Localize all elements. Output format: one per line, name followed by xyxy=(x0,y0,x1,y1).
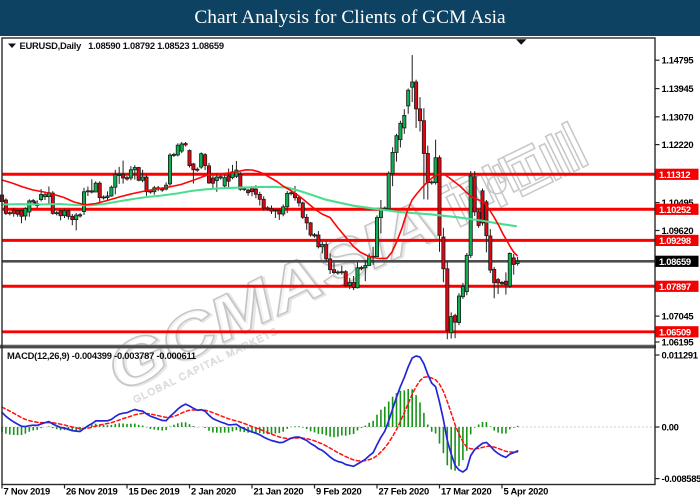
svg-text:0.00: 0.00 xyxy=(662,422,679,433)
svg-text:-0.008585: -0.008585 xyxy=(662,473,700,484)
svg-text:21 Jan 2020: 21 Jan 2020 xyxy=(254,486,304,497)
svg-text:1.12220: 1.12220 xyxy=(662,139,694,150)
svg-text:1.13945: 1.13945 xyxy=(662,83,694,94)
svg-text:1.06509: 1.06509 xyxy=(659,326,691,337)
svg-text:1.08659: 1.08659 xyxy=(659,256,691,267)
svg-text:Chart Analysis for Clients of: Chart Analysis for Clients of GCM Asia xyxy=(194,7,506,28)
svg-text:1.10252: 1.10252 xyxy=(659,204,691,215)
svg-text:1.11312: 1.11312 xyxy=(659,169,690,180)
svg-text:MACD(12,26,9) -0.004399 -0.003: MACD(12,26,9) -0.004399 -0.003787 -0.000… xyxy=(7,350,196,361)
svg-text:1.14795: 1.14795 xyxy=(662,55,694,66)
svg-text:5 Apr 2020: 5 Apr 2020 xyxy=(504,486,549,497)
svg-text:15 Dec 2019: 15 Dec 2019 xyxy=(129,486,180,497)
svg-text:26 Nov 2019: 26 Nov 2019 xyxy=(66,486,117,497)
svg-text:17 Mar 2020: 17 Mar 2020 xyxy=(441,486,491,497)
svg-text:1.10495: 1.10495 xyxy=(662,197,694,208)
svg-text:27 Feb 2020: 27 Feb 2020 xyxy=(379,486,429,497)
svg-text:1.13070: 1.13070 xyxy=(662,111,694,122)
svg-text:1.06195: 1.06195 xyxy=(662,337,694,348)
svg-text:7 Nov 2019: 7 Nov 2019 xyxy=(4,486,51,497)
svg-text:1.07897: 1.07897 xyxy=(659,281,691,292)
svg-text:1.09620: 1.09620 xyxy=(662,225,694,236)
svg-text:9 Feb 2020: 9 Feb 2020 xyxy=(316,486,361,497)
svg-text:2 Jan 2020: 2 Jan 2020 xyxy=(191,486,236,497)
svg-text:1.07045: 1.07045 xyxy=(662,311,694,322)
svg-text:1.09298: 1.09298 xyxy=(659,235,691,246)
svg-text:EURUSD,Daily 1.08590 1.08792: EURUSD,Daily 1.08590 1.08792 1.08523 1.0… xyxy=(20,40,224,51)
svg-text:0.011291: 0.011291 xyxy=(662,350,698,361)
